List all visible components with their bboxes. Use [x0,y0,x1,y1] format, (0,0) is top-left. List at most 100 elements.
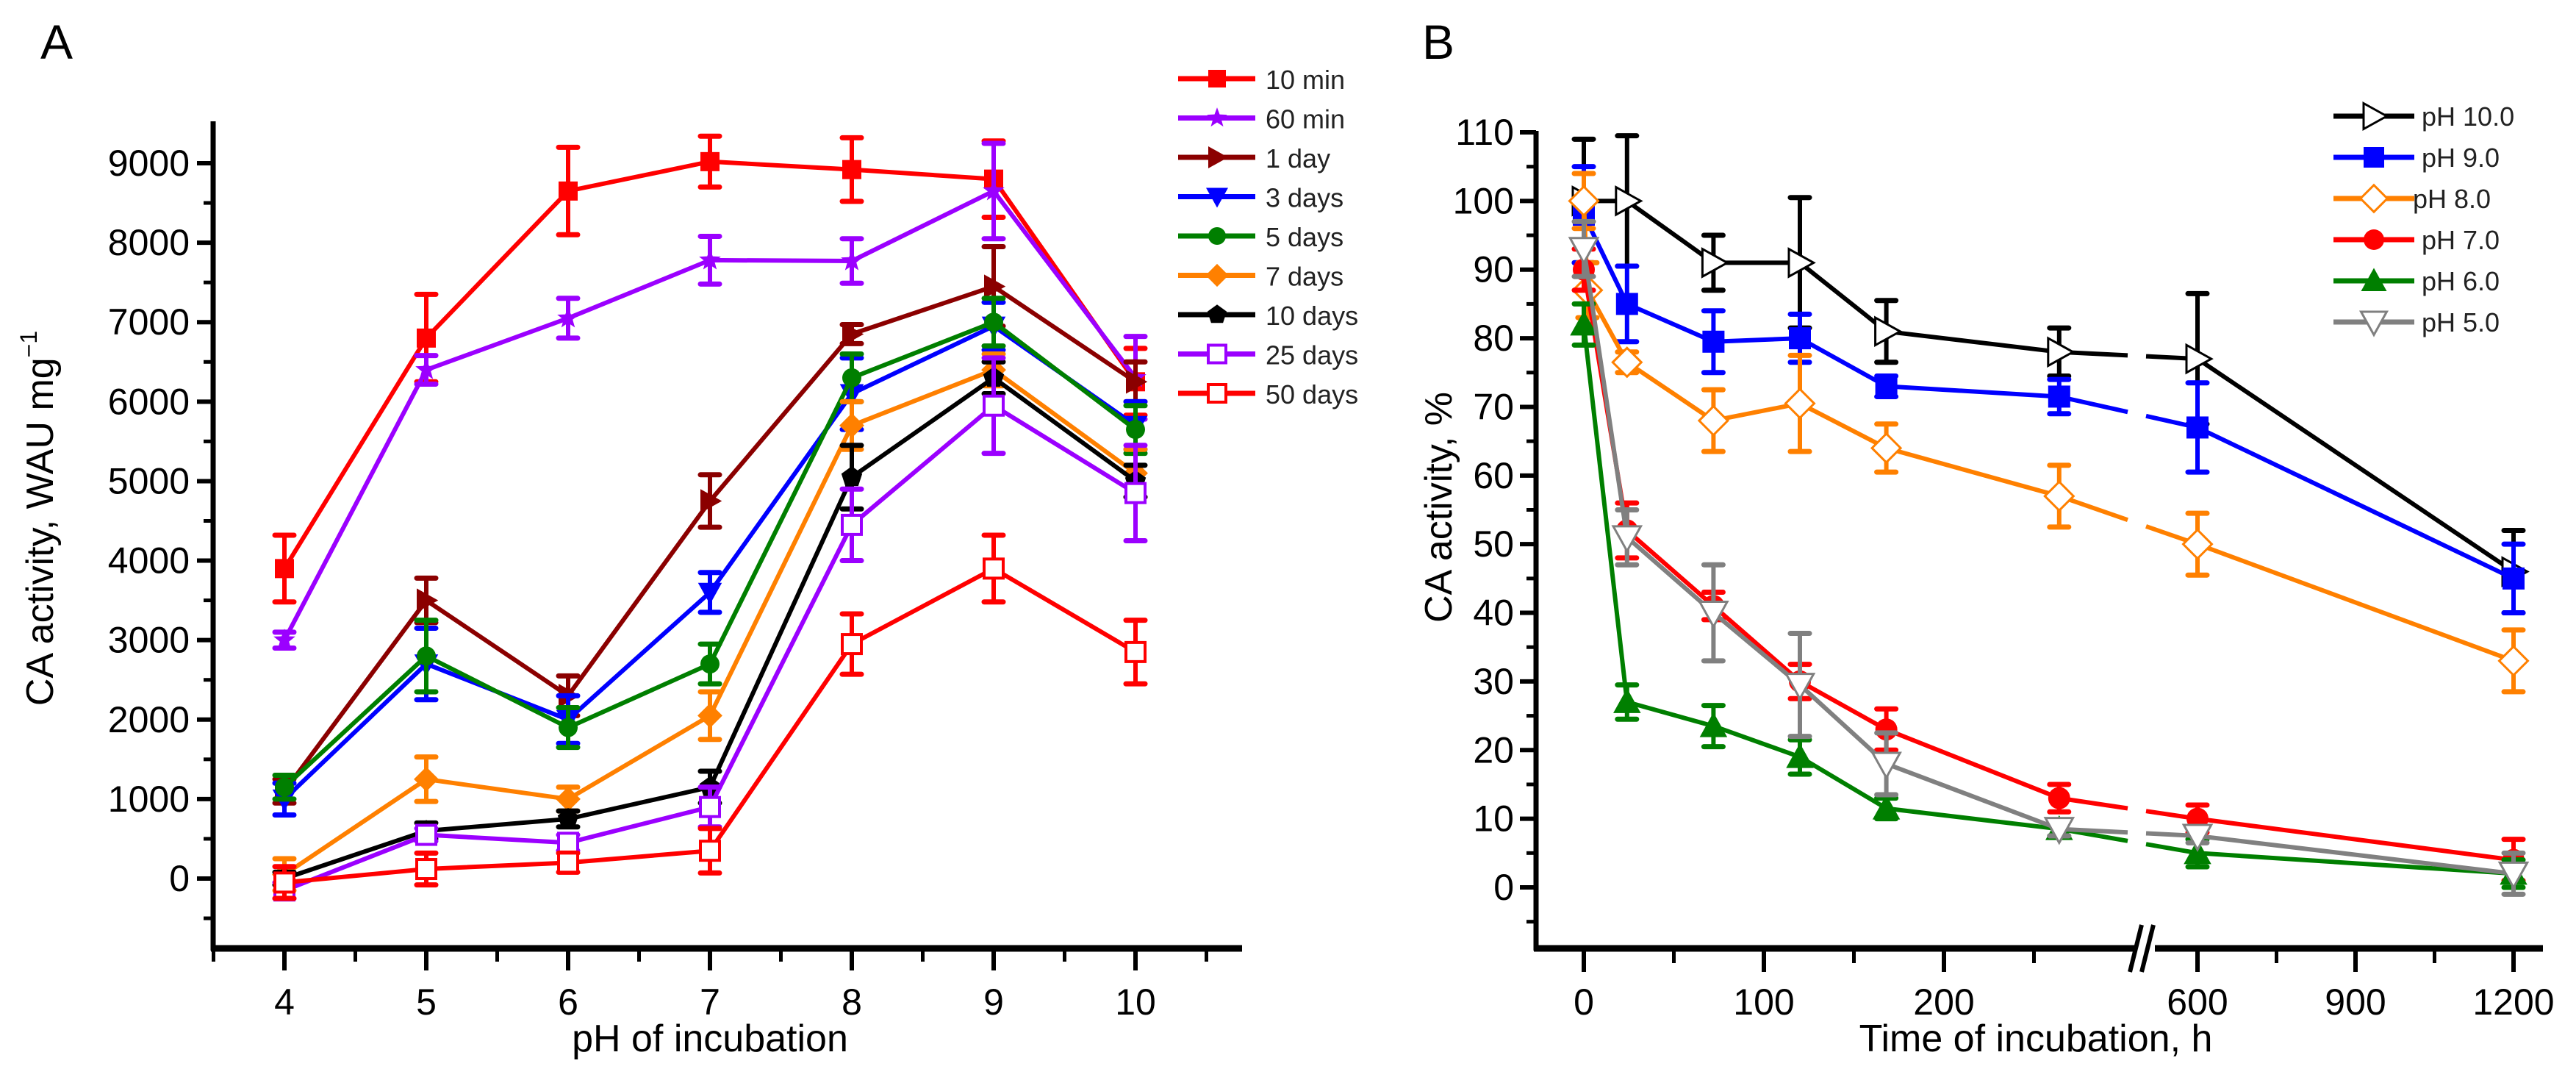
data-point [1568,237,1600,265]
data-point [1124,640,1147,663]
data-point [557,808,579,828]
x-tick-label-b: 900 [2325,981,2386,1023]
data-point [1613,688,1641,713]
legend-marker-icon [1205,263,1229,287]
data-point [1789,327,1811,350]
legend-marker-icon [1207,107,1227,127]
legend-item: pH 8.0 [2333,183,2491,214]
data-point [1872,794,1901,820]
y-tick-label-b: 30 [1473,661,1514,702]
series-pH-5-0 [1568,218,2530,897]
data-point [699,795,721,818]
y-tick-label-b: 40 [1473,593,1514,634]
legend-label: pH 6.0 [2422,266,2500,296]
data-point [700,151,720,171]
y-tick-label-a: 3000 [108,620,190,661]
legend-label: 50 days [1266,379,1358,410]
data-point [414,766,439,792]
data-point [2186,416,2209,439]
data-point [2043,480,2075,512]
data-point [559,718,578,737]
data-point [983,179,1005,201]
data-point [2497,645,2530,677]
y-tick-label-a: 8000 [108,222,190,263]
axis-break-mark [2139,924,2156,973]
legend-marker-icon [1207,304,1227,323]
x-tick-label-b: 1200 [2472,981,2554,1023]
data-point [2048,787,2070,809]
data-point [1870,751,1902,780]
legend-item: pH 6.0 [2333,266,2500,296]
data-point [700,489,722,513]
y-tick-label-a: 7000 [108,301,190,343]
legend-label: pH 8.0 [2413,184,2491,214]
data-point [2047,336,2075,368]
data-point [983,557,1005,580]
data-point [2497,861,2530,890]
axes-a: 0 1000 2000 3000 4000 5000 6000 7000 8000 9000 4 5 6… [108,121,1242,1023]
data-point [984,312,1003,332]
legend-marker-icon [2362,101,2389,132]
data-point [2181,823,2214,852]
data-point [841,249,863,271]
y-axis-title-a-main: CA activity, WAU mg [19,357,62,706]
legend-label: 1 day [1266,143,1330,174]
plot-area-b [1568,133,2530,897]
data-point [841,633,863,656]
y-tick-label-b: 20 [1473,729,1514,770]
data-point [557,307,579,328]
legend-marker-icon [2364,147,2384,168]
legend-marker-icon [1208,227,1226,245]
x-axis-title-a: pH of incubation [572,1018,848,1060]
data-point [273,629,295,650]
data-point [275,777,294,797]
data-point [1699,712,1728,737]
legend-b: pH 10.0 pH 9.0 pH 8.0 pH 7.0 pH 6.0 pH 5.0 [2333,101,2514,337]
legend-marker-icon [2361,268,2387,291]
data-point [1568,185,1600,217]
data-point [1611,525,1643,554]
y-axis-title-b: CA activity, % [1418,392,1460,623]
legend-marker-icon [1208,146,1228,168]
data-point [839,412,864,438]
legend-marker-icon [1207,383,1227,404]
data-point [1126,370,1148,394]
data-point [1702,330,1725,353]
data-point [1570,310,1598,336]
y-tick-label-b: 60 [1473,455,1514,496]
legend-a: 10 min 60 min 1 day 3 days 5 days 7 days 10 da… [1178,65,1358,410]
x-tick-label-a: 5 [416,981,437,1023]
data-point [275,559,294,579]
legend-label: 25 days [1266,340,1358,371]
legend-marker-icon [2358,310,2389,337]
x-tick-label-b: 600 [2167,981,2228,1023]
y-tick-label-a: 9000 [108,143,190,184]
legend-item: 50 days [1178,379,1358,410]
legend-item: pH 7.0 [2333,225,2500,255]
y-tick-label-b: 70 [1473,386,1514,427]
legend-label: 5 days [1266,222,1343,252]
data-point [2181,528,2214,560]
data-point [557,832,579,854]
data-point [415,823,437,846]
data-point [417,588,439,612]
y-tick-label-a: 6000 [108,381,190,422]
legend-item: 10 min [1178,65,1345,95]
data-point [984,274,1006,298]
data-point [1870,432,1903,465]
data-point [1784,673,1816,701]
y-tick-label-b: 110 [1455,112,1514,153]
x-tick-label-a: 4 [274,981,295,1023]
data-point [2048,385,2070,408]
data-point [1784,387,1816,420]
legend-item: 10 days [1178,301,1358,331]
legend-item: 1 day [1178,143,1330,174]
data-point [1124,482,1147,504]
data-point [697,703,722,729]
legend-label: pH 9.0 [2422,143,2500,173]
y-tick-label-b: 50 [1473,523,1514,565]
legend-item: 3 days [1178,183,1343,213]
data-point [417,646,436,666]
data-point [697,582,722,605]
